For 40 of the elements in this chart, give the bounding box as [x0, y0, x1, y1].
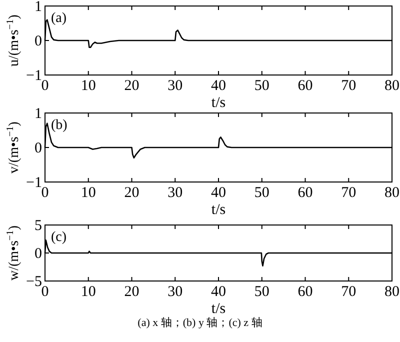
- x-tick-label: 70: [341, 185, 356, 201]
- text: (a) x 轴；(b) y 轴；(c) z 轴: [138, 316, 262, 329]
- x-tick-label: 70: [341, 78, 356, 94]
- x-tick-label: 30: [168, 185, 183, 201]
- y-tick-label: 1: [34, 106, 42, 122]
- y-tick-label: 0: [34, 140, 42, 156]
- x-tick-label: 70: [341, 284, 356, 300]
- x-tick-label: 50: [254, 78, 270, 94]
- y-tick-label: −1: [26, 68, 42, 84]
- x-tick-label: 40: [211, 78, 226, 94]
- y-tick-label: 1: [34, 0, 42, 15]
- annotation: (c): [51, 230, 67, 245]
- x-tick-label: 20: [124, 185, 140, 201]
- x-tick-label: 30: [168, 284, 183, 300]
- y-tick-label: 5: [34, 218, 42, 234]
- x-tick-label: 60: [298, 78, 313, 94]
- x-tick-label: 20: [124, 284, 140, 300]
- x-tick-label: 10: [80, 78, 96, 94]
- x-tick-label: 40: [211, 284, 226, 300]
- annotation: (b): [51, 118, 68, 133]
- y-tick-label: 0: [34, 34, 42, 50]
- x-tick-label: 10: [80, 284, 96, 300]
- y-tick-label: −5: [26, 274, 42, 290]
- x-tick-label: 40: [211, 185, 226, 201]
- x-axis-title: t/s: [211, 301, 226, 317]
- x-axis-title: t/s: [211, 95, 226, 111]
- x-tick-label: 80: [384, 185, 400, 201]
- x-tick-label: 30: [168, 78, 183, 94]
- x-tick-label: 50: [254, 185, 270, 201]
- x-tick-label: 60: [298, 284, 313, 300]
- x-tick-label: 10: [80, 185, 96, 201]
- x-tick-label: 80: [384, 78, 400, 94]
- x-tick-label: 60: [298, 185, 313, 201]
- x-tick-label: 80: [384, 284, 400, 300]
- x-axis-title: t/s: [211, 202, 226, 218]
- x-tick-label: 50: [254, 284, 270, 300]
- y-tick-label: 0: [34, 246, 42, 262]
- annotation: (a): [51, 11, 67, 26]
- x-tick-label: 20: [124, 78, 140, 94]
- y-tick-label: −1: [26, 175, 42, 191]
